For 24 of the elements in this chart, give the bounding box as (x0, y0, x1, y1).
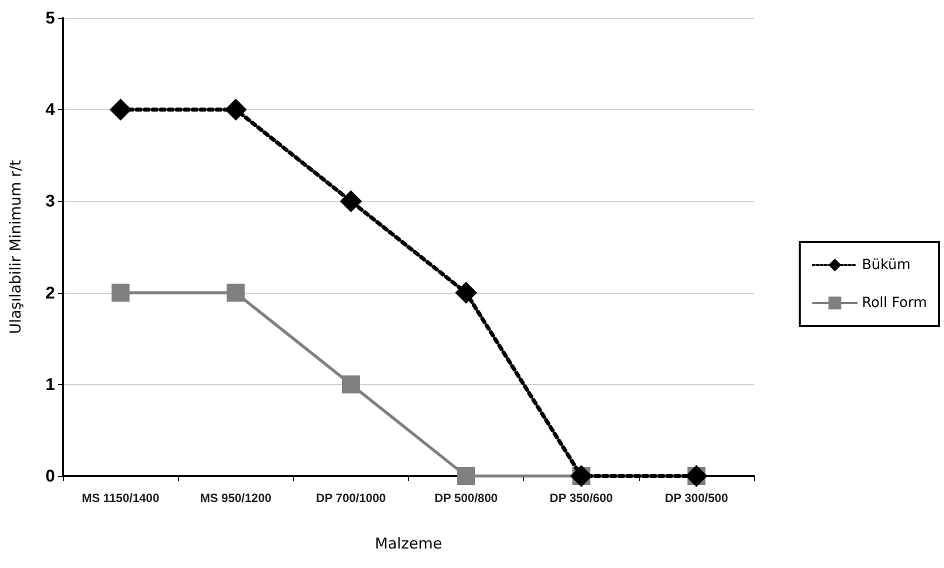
point (455, 282, 478, 304)
legend-label: Roll Form (862, 295, 928, 311)
y-tick-label: 1 (46, 374, 55, 394)
point (342, 375, 360, 394)
x-tick-label: DP 700/1000 (316, 491, 386, 505)
legend-label: Büküm (862, 257, 911, 273)
point (110, 98, 132, 121)
y-tick-label: 4 (46, 100, 56, 120)
y-tick-label: 2 (46, 283, 55, 302)
x-tick-label: DP 500/800 (434, 491, 498, 505)
point (112, 284, 130, 302)
point (457, 467, 476, 485)
y-tick-label: 5 (46, 8, 55, 28)
x-tick-label: DP 350/600 (550, 491, 614, 505)
y-tick-label: 0 (46, 466, 55, 486)
y-axis-title: Ulaşılabilir Minimum r/t (6, 160, 24, 334)
x-tick-label: DP 300/500 (664, 491, 728, 505)
point (224, 98, 247, 121)
y-tick-label: 3 (46, 192, 55, 211)
x-tick-label: MS 1150/1400 (82, 491, 160, 505)
point (340, 190, 362, 212)
point (226, 284, 245, 302)
x-tick-label: MS 950/1200 (200, 491, 272, 505)
x-axis-title: Malzeme (374, 534, 442, 552)
